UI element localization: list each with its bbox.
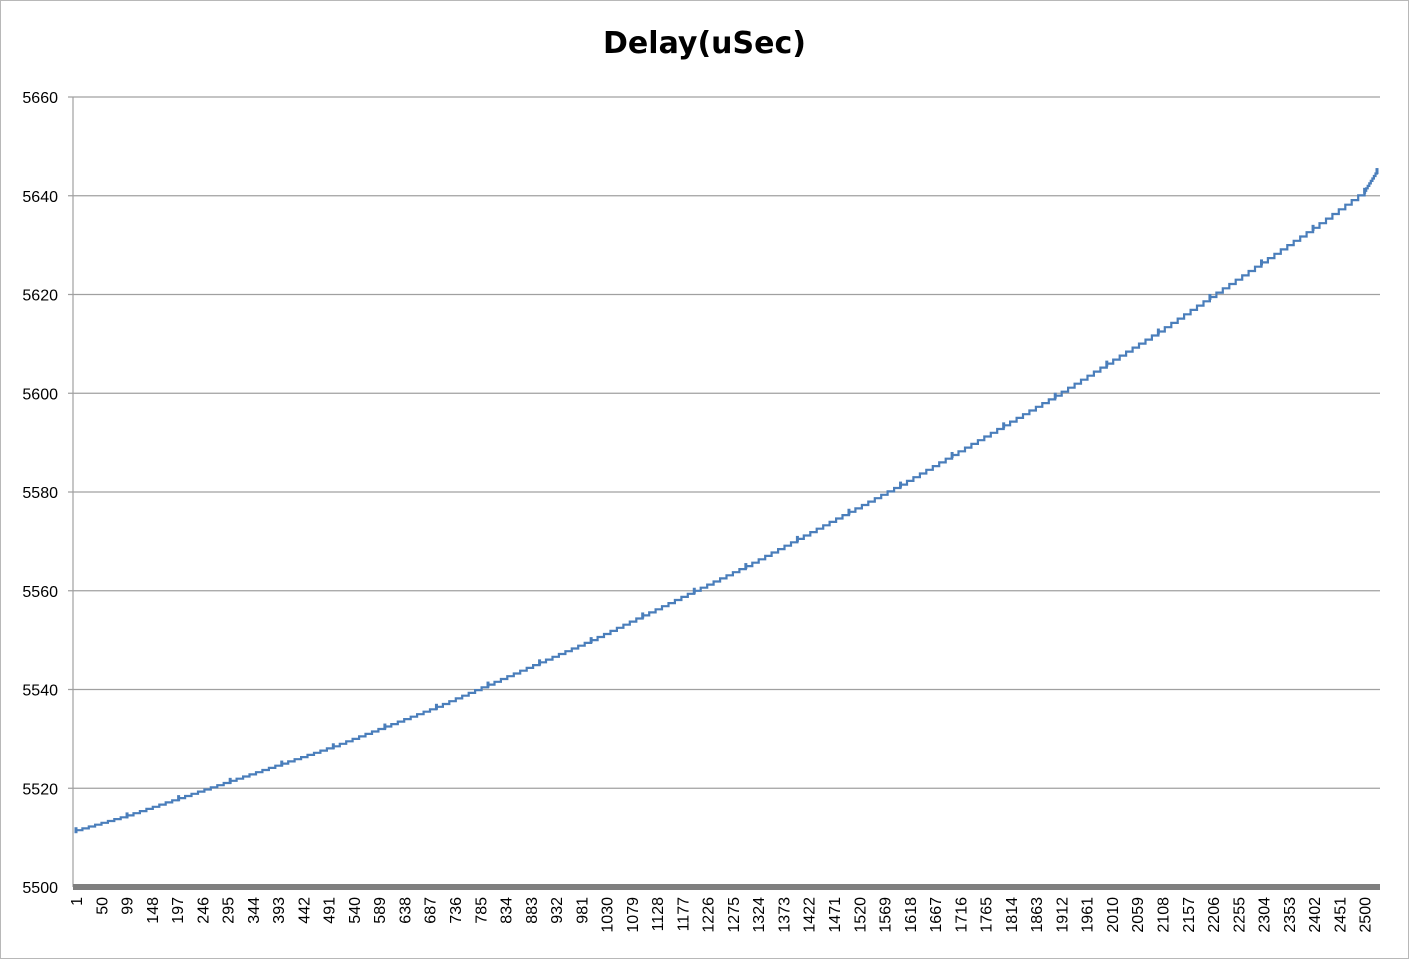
x-tick-label: 883	[524, 897, 541, 924]
x-tick-label: 2010	[1105, 897, 1122, 933]
x-tick-label: 1030	[600, 897, 617, 933]
x-tick-label: 148	[145, 897, 162, 924]
data-point	[1002, 422, 1006, 429]
x-tick-label: 1814	[1004, 897, 1021, 933]
chart-title: Delay(uSec)	[603, 26, 806, 61]
data-point	[950, 451, 954, 458]
x-tick-label: 540	[347, 897, 364, 924]
x-tick-label: 2059	[1130, 897, 1147, 933]
x-tick-label: 1	[69, 897, 86, 906]
x-tick-label: 1961	[1080, 897, 1097, 933]
x-tick-label: 589	[372, 897, 389, 924]
x-tick-label: 2157	[1181, 897, 1198, 933]
x-tick-label: 638	[397, 897, 414, 924]
x-tick-label: 1471	[827, 897, 844, 933]
x-tick-label: 1177	[675, 897, 692, 932]
data-point	[795, 535, 799, 542]
data-point	[383, 723, 387, 730]
data-point	[847, 508, 851, 515]
y-tick-label: 5580	[22, 485, 58, 502]
data-point	[434, 703, 438, 710]
x-tick-label: 2353	[1282, 897, 1299, 933]
x-tick-label: 1079	[625, 897, 642, 933]
x-tick-label: 50	[94, 897, 111, 915]
x-tick-label: 834	[499, 897, 516, 924]
data-point	[1156, 328, 1160, 335]
series-line	[76, 171, 1379, 832]
data-point	[1053, 392, 1057, 399]
x-tick-label: 1226	[701, 897, 718, 933]
x-tick-label: 1128	[650, 897, 667, 932]
x-tick-label: 1373	[776, 897, 793, 933]
data-point	[1363, 187, 1367, 194]
data-point	[331, 743, 335, 750]
x-tick-label: 99	[120, 897, 137, 915]
x-tick-label: 1765	[979, 897, 996, 933]
x-tick-label: 1275	[726, 897, 743, 933]
x-tick-label: 1422	[802, 897, 819, 933]
y-tick-label: 5620	[22, 288, 58, 305]
x-tick-label: 932	[549, 897, 566, 924]
data-point	[486, 681, 490, 688]
x-tick-label: 2206	[1206, 897, 1223, 933]
data-point	[1311, 224, 1315, 231]
x-tick-label: 2304	[1257, 897, 1274, 933]
x-tick-label: 246	[195, 897, 212, 924]
data-point	[1375, 168, 1379, 175]
x-tick-label: 344	[246, 897, 263, 924]
data-point	[1105, 360, 1109, 367]
data-point	[74, 827, 78, 834]
x-tick-label: 1667	[928, 897, 945, 933]
y-tick-label: 5520	[22, 781, 58, 798]
data-point	[692, 587, 696, 594]
data-point	[641, 612, 645, 619]
x-tick-label: 393	[271, 897, 288, 924]
y-tick-label: 5540	[22, 683, 58, 700]
data-point	[538, 659, 542, 666]
data-point	[177, 795, 181, 802]
data-point	[589, 637, 593, 644]
x-tick-label: 785	[473, 897, 490, 924]
x-tick-label: 736	[448, 897, 465, 924]
x-tick-label: 491	[322, 897, 339, 924]
x-tick-label: 2255	[1231, 897, 1248, 933]
data-point	[899, 481, 903, 488]
y-tick-label: 5640	[22, 189, 58, 206]
x-tick-label: 1520	[852, 897, 869, 933]
x-tick-label: 2108	[1155, 897, 1172, 933]
x-tick-label: 442	[296, 897, 313, 924]
x-tick-label: 295	[221, 897, 238, 924]
data-point	[280, 760, 284, 767]
x-tick-label: 1569	[878, 897, 895, 933]
y-tick-label: 5500	[22, 880, 58, 897]
x-tick-label: 2451	[1332, 897, 1349, 933]
x-tick-label: 1912	[1054, 897, 1071, 933]
data-point	[1208, 293, 1212, 300]
x-tick-label: 1324	[751, 897, 768, 933]
x-tick-label: 2500	[1358, 897, 1375, 933]
x-tick-label: 1863	[1029, 897, 1046, 933]
x-tick-label: 1716	[953, 897, 970, 933]
data-point	[1259, 259, 1263, 266]
y-tick-label: 5660	[22, 90, 58, 107]
x-tick-label: 981	[574, 897, 591, 924]
y-tick-label: 5600	[22, 386, 58, 403]
x-tick-label: 1618	[903, 897, 920, 933]
x-tick-label: 2402	[1307, 897, 1324, 933]
x-tick-label: 197	[170, 897, 187, 924]
data-point	[228, 777, 232, 784]
data-point	[125, 812, 129, 819]
data-point	[744, 563, 748, 570]
x-tick-label: 687	[423, 897, 440, 924]
y-tick-label: 5560	[22, 584, 58, 601]
